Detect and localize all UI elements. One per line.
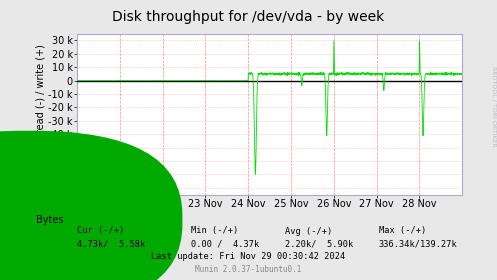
Text: 336.34k/139.27k: 336.34k/139.27k bbox=[379, 239, 457, 248]
Y-axis label: Pr second read (-) / write (+): Pr second read (-) / write (+) bbox=[35, 44, 45, 184]
Text: Min (-/+): Min (-/+) bbox=[191, 227, 239, 235]
Text: Disk throughput for /dev/vda - by week: Disk throughput for /dev/vda - by week bbox=[112, 10, 385, 24]
Text: Avg (-/+): Avg (-/+) bbox=[285, 227, 332, 235]
Text: 4.73k/  5.58k: 4.73k/ 5.58k bbox=[77, 239, 145, 248]
Text: Munin 2.0.37-1ubuntu0.1: Munin 2.0.37-1ubuntu0.1 bbox=[195, 265, 302, 274]
Text: Max (-/+): Max (-/+) bbox=[379, 227, 426, 235]
Text: Cur (-/+): Cur (-/+) bbox=[77, 227, 124, 235]
Text: 0.00 /  4.37k: 0.00 / 4.37k bbox=[191, 239, 259, 248]
Text: Last update: Fri Nov 29 00:30:42 2024: Last update: Fri Nov 29 00:30:42 2024 bbox=[152, 252, 345, 261]
Text: RRDTOOL / TOBI OETIKER: RRDTOOL / TOBI OETIKER bbox=[491, 66, 496, 147]
Text: Bytes: Bytes bbox=[36, 215, 64, 225]
Text: 2.20k/  5.90k: 2.20k/ 5.90k bbox=[285, 239, 353, 248]
